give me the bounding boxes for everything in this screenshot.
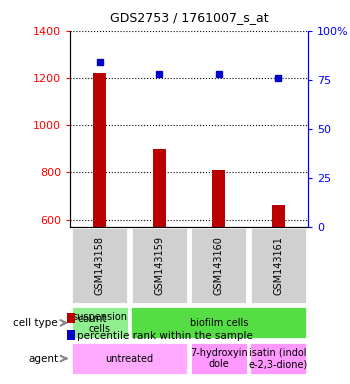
Text: GSM143161: GSM143161 xyxy=(273,237,283,295)
Bar xyxy=(250,227,307,304)
Text: untreated: untreated xyxy=(105,354,154,364)
Bar xyxy=(190,342,248,375)
Text: biofilm cells: biofilm cells xyxy=(190,318,248,328)
Text: isatin (indol
e-2,3-dione): isatin (indol e-2,3-dione) xyxy=(248,348,308,369)
Text: suspension
cells: suspension cells xyxy=(72,312,127,334)
Text: GDS2753 / 1761007_s_at: GDS2753 / 1761007_s_at xyxy=(110,12,268,25)
Bar xyxy=(71,306,129,339)
Text: GSM143160: GSM143160 xyxy=(214,237,224,295)
Bar xyxy=(153,149,166,227)
Text: GSM143159: GSM143159 xyxy=(154,237,164,295)
Bar xyxy=(71,227,128,304)
Bar xyxy=(190,227,247,304)
Text: agent: agent xyxy=(28,354,58,364)
Bar xyxy=(71,342,188,375)
Bar xyxy=(272,205,285,227)
Text: cell type: cell type xyxy=(14,318,58,328)
Bar xyxy=(249,342,307,375)
Text: 7-hydroxyin
dole: 7-hydroxyin dole xyxy=(190,348,247,369)
Bar xyxy=(131,227,188,304)
Bar xyxy=(93,73,106,227)
Text: percentile rank within the sample: percentile rank within the sample xyxy=(77,331,253,341)
Text: count: count xyxy=(77,314,106,324)
Text: GSM143158: GSM143158 xyxy=(95,237,105,295)
Bar xyxy=(130,306,307,339)
Bar xyxy=(212,170,225,227)
